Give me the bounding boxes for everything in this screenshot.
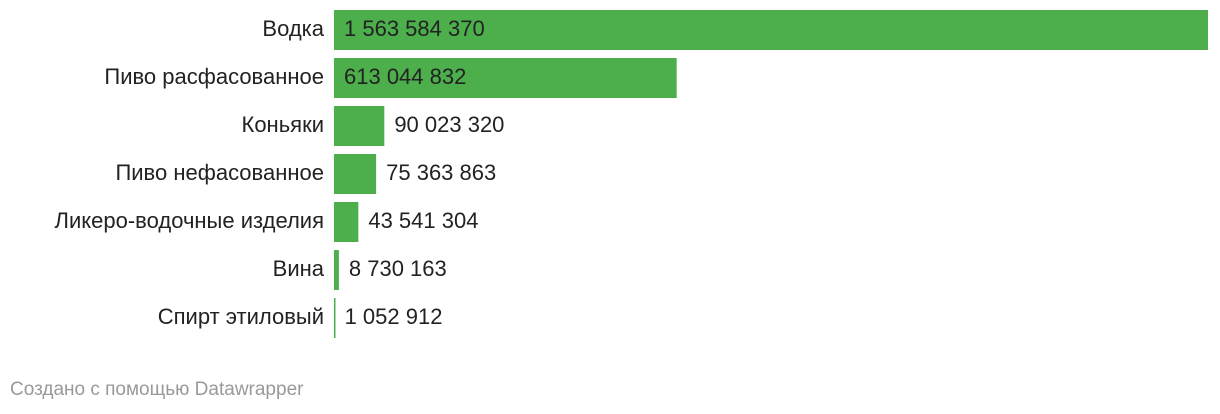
bar (334, 10, 1208, 50)
bar (334, 106, 385, 146)
value-label: 90 023 320 (394, 112, 504, 137)
category-label: Коньяки (242, 112, 325, 137)
bar (334, 298, 336, 338)
bar (334, 58, 677, 98)
bar (334, 250, 339, 290)
category-label: Пиво нефасованное (115, 160, 324, 185)
category-label: Водка (262, 16, 324, 41)
bar (334, 202, 359, 242)
category-label: Вина (273, 256, 325, 281)
value-label: 613 044 832 (344, 64, 466, 89)
value-label: 8 730 163 (349, 256, 447, 281)
value-label: 75 363 863 (386, 160, 496, 185)
value-label: 1 563 584 370 (344, 16, 485, 41)
value-label: 1 052 912 (345, 304, 443, 329)
bar (334, 154, 377, 194)
category-label: Пиво расфасованное (104, 64, 324, 89)
category-label: Спирт этиловый (158, 304, 324, 329)
category-label: Ликеро-водочные изделия (55, 208, 324, 233)
value-label: 43 541 304 (368, 208, 478, 233)
footer: Создано с помощью Datawrapper (10, 379, 304, 400)
